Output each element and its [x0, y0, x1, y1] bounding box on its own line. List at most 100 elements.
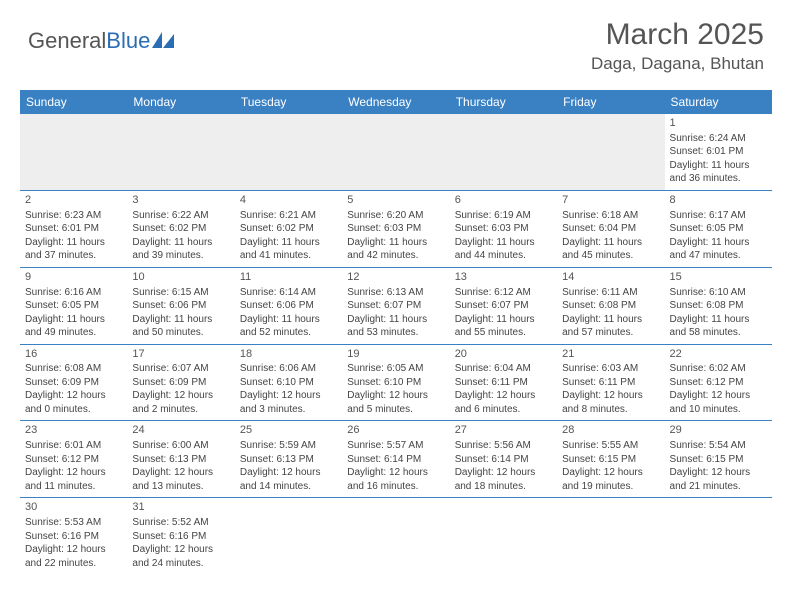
daylight-line: Daylight: 11 hours — [455, 236, 552, 250]
calendar-row: 1Sunrise: 6:24 AMSunset: 6:01 PMDaylight… — [20, 114, 772, 190]
sunset-line: Sunset: 6:15 PM — [562, 453, 659, 467]
daylight-line: Daylight: 11 hours — [670, 159, 767, 173]
daylight-line: and 14 minutes. — [240, 480, 337, 494]
calendar-cell: 22Sunrise: 6:02 AMSunset: 6:12 PMDayligh… — [665, 344, 772, 421]
calendar-cell: 17Sunrise: 6:07 AMSunset: 6:09 PMDayligh… — [127, 344, 234, 421]
daylight-line: and 18 minutes. — [455, 480, 552, 494]
sunrise-line: Sunrise: 6:14 AM — [240, 286, 337, 300]
calendar-cell: 31Sunrise: 5:52 AMSunset: 6:16 PMDayligh… — [127, 498, 234, 574]
day-number: 28 — [562, 423, 659, 438]
day-header: Wednesday — [342, 90, 449, 114]
sunset-line: Sunset: 6:04 PM — [562, 222, 659, 236]
calendar-cell: 19Sunrise: 6:05 AMSunset: 6:10 PMDayligh… — [342, 344, 449, 421]
sunset-line: Sunset: 6:16 PM — [132, 530, 229, 544]
sunset-line: Sunset: 6:13 PM — [240, 453, 337, 467]
sunset-line: Sunset: 6:09 PM — [132, 376, 229, 390]
daylight-line: Daylight: 12 hours — [132, 466, 229, 480]
calendar-cell: 18Sunrise: 6:06 AMSunset: 6:10 PMDayligh… — [235, 344, 342, 421]
sunrise-line: Sunrise: 6:19 AM — [455, 209, 552, 223]
calendar-cell: 23Sunrise: 6:01 AMSunset: 6:12 PMDayligh… — [20, 421, 127, 498]
calendar-cell: 10Sunrise: 6:15 AMSunset: 6:06 PMDayligh… — [127, 267, 234, 344]
sunset-line: Sunset: 6:10 PM — [347, 376, 444, 390]
calendar-cell — [450, 498, 557, 574]
daylight-line: Daylight: 11 hours — [562, 313, 659, 327]
sunrise-line: Sunrise: 5:55 AM — [562, 439, 659, 453]
calendar-cell — [557, 114, 664, 190]
calendar-row: 16Sunrise: 6:08 AMSunset: 6:09 PMDayligh… — [20, 344, 772, 421]
daylight-line: Daylight: 12 hours — [132, 543, 229, 557]
calendar-cell — [665, 498, 772, 574]
day-number: 2 — [25, 193, 122, 208]
calendar-cell: 1Sunrise: 6:24 AMSunset: 6:01 PMDaylight… — [665, 114, 772, 190]
day-number: 8 — [670, 193, 767, 208]
sunrise-line: Sunrise: 6:07 AM — [132, 362, 229, 376]
sunrise-line: Sunrise: 6:11 AM — [562, 286, 659, 300]
daylight-line: Daylight: 11 hours — [670, 313, 767, 327]
daylight-line: Daylight: 11 hours — [25, 236, 122, 250]
logo: GeneralBlue — [28, 28, 176, 54]
day-number: 5 — [347, 193, 444, 208]
day-number: 27 — [455, 423, 552, 438]
sunrise-line: Sunrise: 6:24 AM — [670, 132, 767, 146]
calendar-cell: 27Sunrise: 5:56 AMSunset: 6:14 PMDayligh… — [450, 421, 557, 498]
calendar-cell — [557, 498, 664, 574]
daylight-line: and 52 minutes. — [240, 326, 337, 340]
day-number: 9 — [25, 270, 122, 285]
daylight-line: and 36 minutes. — [670, 172, 767, 186]
day-number: 18 — [240, 347, 337, 362]
sunrise-line: Sunrise: 6:04 AM — [455, 362, 552, 376]
daylight-line: Daylight: 12 hours — [455, 466, 552, 480]
sunrise-line: Sunrise: 6:18 AM — [562, 209, 659, 223]
daylight-line: and 53 minutes. — [347, 326, 444, 340]
sunset-line: Sunset: 6:06 PM — [132, 299, 229, 313]
sunset-line: Sunset: 6:09 PM — [25, 376, 122, 390]
daylight-line: and 45 minutes. — [562, 249, 659, 263]
daylight-line: and 47 minutes. — [670, 249, 767, 263]
day-number: 24 — [132, 423, 229, 438]
day-number: 17 — [132, 347, 229, 362]
daylight-line: Daylight: 12 hours — [132, 389, 229, 403]
sunset-line: Sunset: 6:05 PM — [25, 299, 122, 313]
calendar-row: 9Sunrise: 6:16 AMSunset: 6:05 PM Daylight… — [20, 267, 772, 344]
sunset-line: Sunset: 6:12 PM — [25, 453, 122, 467]
calendar-cell: 13Sunrise: 6:12 AMSunset: 6:07 PMDayligh… — [450, 267, 557, 344]
daylight-line: Daylight: 11 hours — [347, 313, 444, 327]
sunrise-line: Sunrise: 5:53 AM — [25, 516, 122, 530]
day-number: 20 — [455, 347, 552, 362]
calendar-cell: 15Sunrise: 6:10 AMSunset: 6:08 PMDayligh… — [665, 267, 772, 344]
calendar-cell: 14Sunrise: 6:11 AMSunset: 6:08 PMDayligh… — [557, 267, 664, 344]
day-number: 13 — [455, 270, 552, 285]
daylight-line: and 49 minutes. — [25, 326, 122, 340]
sunrise-line: Sunrise: 6:15 AM — [132, 286, 229, 300]
day-number: 21 — [562, 347, 659, 362]
sunset-line: Sunset: 6:07 PM — [455, 299, 552, 313]
sunset-line: Sunset: 6:08 PM — [670, 299, 767, 313]
daylight-line: Daylight: 12 hours — [25, 543, 122, 557]
calendar-cell — [342, 498, 449, 574]
daylight-line: Daylight: 12 hours — [455, 389, 552, 403]
daylight-line: and 57 minutes. — [562, 326, 659, 340]
sunrise-line: Sunrise: 6:13 AM — [347, 286, 444, 300]
sunrise-line: Sunrise: 6:16 AM — [25, 286, 122, 300]
day-number: 7 — [562, 193, 659, 208]
daylight-line: and 21 minutes. — [670, 480, 767, 494]
calendar-cell — [235, 498, 342, 574]
sunset-line: Sunset: 6:01 PM — [25, 222, 122, 236]
sunset-line: Sunset: 6:02 PM — [132, 222, 229, 236]
sunrise-line: Sunrise: 6:03 AM — [562, 362, 659, 376]
calendar-cell: 9Sunrise: 6:16 AMSunset: 6:05 PMDaylight… — [20, 267, 127, 344]
calendar-cell: 20Sunrise: 6:04 AMSunset: 6:11 PMDayligh… — [450, 344, 557, 421]
calendar-cell: 7Sunrise: 6:18 AMSunset: 6:04 PMDaylight… — [557, 190, 664, 267]
sunrise-line: Sunrise: 6:23 AM — [25, 209, 122, 223]
logo-text-1: General — [28, 28, 106, 54]
calendar-cell: 6Sunrise: 6:19 AMSunset: 6:03 PMDaylight… — [450, 190, 557, 267]
calendar-cell: 25Sunrise: 5:59 AMSunset: 6:13 PMDayligh… — [235, 421, 342, 498]
day-header: Tuesday — [235, 90, 342, 114]
daylight-line: and 13 minutes. — [132, 480, 229, 494]
daylight-line: and 39 minutes. — [132, 249, 229, 263]
sunset-line: Sunset: 6:05 PM — [670, 222, 767, 236]
sunrise-line: Sunrise: 6:17 AM — [670, 209, 767, 223]
calendar-cell: 26Sunrise: 5:57 AMSunset: 6:14 PMDayligh… — [342, 421, 449, 498]
day-header: Monday — [127, 90, 234, 114]
calendar-cell: 28Sunrise: 5:55 AMSunset: 6:15 PMDayligh… — [557, 421, 664, 498]
